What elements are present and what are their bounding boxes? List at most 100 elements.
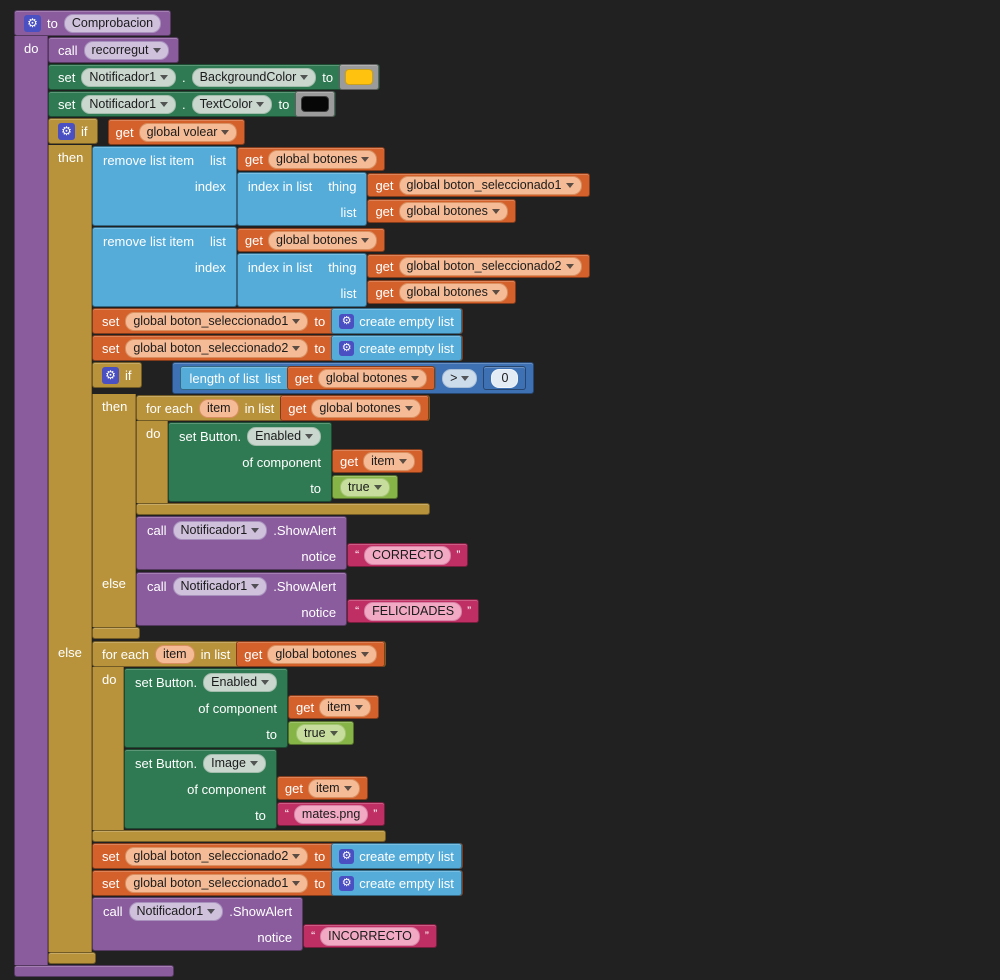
get-item-block[interactable]: get item: [288, 695, 379, 719]
remove-list-item-1-block[interactable]: remove list item list index get global bot…: [92, 146, 590, 226]
for-each-block-else[interactable]: for each item in list get global botones …: [92, 641, 386, 842]
comparison-block[interactable]: length of list list get global botones > …: [171, 362, 535, 394]
text-string-block[interactable]: “ FELICIDADES ”: [347, 599, 480, 623]
call-showalert-felicidades-block[interactable]: call Notificador1 .ShowAlert notice “FELIC…: [136, 572, 480, 626]
set-button-enabled-block[interactable]: set Button. Enabled of component to get it…: [168, 422, 423, 502]
color-swatch-black[interactable]: [301, 96, 330, 112]
mutator-gear-icon[interactable]: ⚙: [339, 313, 355, 329]
variable-dropdown[interactable]: global volear: [138, 122, 238, 142]
variable-dropdown[interactable]: global boton_seleccionado2: [125, 846, 309, 866]
create-empty-list-block[interactable]: ⚙ create empty list: [331, 335, 462, 361]
variable-dropdown[interactable]: item: [363, 451, 415, 471]
variable-dropdown[interactable]: global boton_seleccionado1: [125, 311, 309, 331]
variable-dropdown[interactable]: global boton_seleccionado1: [125, 873, 309, 893]
text-string-block[interactable]: “ INCORRECTO ”: [303, 924, 437, 948]
set-button-image-block[interactable]: set Button. Image of component to get item…: [124, 749, 386, 829]
component-dropdown[interactable]: Notificador1: [172, 576, 268, 596]
length-of-list-block[interactable]: length of list list get global botones: [179, 366, 437, 390]
mutator-gear-icon[interactable]: ⚙: [24, 14, 41, 32]
property-dropdown[interactable]: Enabled: [247, 426, 322, 446]
get-global-volear-block[interactable]: get global volear: [107, 119, 246, 145]
logic-dropdown[interactable]: true: [340, 477, 390, 497]
component-dropdown[interactable]: Notificador1: [172, 520, 268, 540]
property-dropdown[interactable]: BackgroundColor: [191, 67, 317, 87]
remove-list-item-2-block[interactable]: remove list item list index get global bot…: [92, 227, 590, 307]
number-block[interactable]: 0: [483, 366, 527, 390]
get-global-botones-block[interactable]: get global botones: [236, 147, 386, 171]
color-block-black[interactable]: [295, 91, 336, 117]
set-global-boton-seleccionado2-block[interactable]: set global boton_seleccionado2 to ⚙ creat…: [92, 335, 463, 361]
variable-dropdown[interactable]: global botones: [268, 230, 378, 250]
loop-variable-field[interactable]: item: [154, 644, 195, 664]
logic-true-block[interactable]: true: [332, 475, 398, 499]
index-in-list-block[interactable]: index in list thing list get global boton_…: [236, 172, 590, 226]
if-header-inner[interactable]: ⚙ if: [92, 362, 142, 388]
get-global-botones-block[interactable]: get global botones: [286, 366, 436, 390]
variable-dropdown[interactable]: item: [319, 697, 371, 717]
component-dropdown[interactable]: Notificador1: [81, 67, 177, 87]
variable-dropdown[interactable]: global botones: [317, 368, 428, 388]
property-dropdown[interactable]: Enabled: [203, 672, 278, 692]
mutator-gear-icon[interactable]: ⚙: [339, 848, 355, 864]
for-each-header[interactable]: for each item in list get global botones: [136, 395, 430, 421]
property-dropdown[interactable]: TextColor: [191, 94, 273, 114]
text-string-block[interactable]: “ CORRECTO ”: [347, 543, 469, 567]
get-global-botones-block[interactable]: get global botones: [236, 228, 386, 252]
set-textcolor-block[interactable]: set Notificador1 . TextColor to: [48, 91, 337, 117]
operator-dropdown[interactable]: >: [442, 368, 478, 388]
logic-true-block[interactable]: true: [288, 721, 354, 745]
call-showalert-incorrecto-block[interactable]: call Notificador1 .ShowAlert notice “INCOR…: [92, 897, 437, 951]
call-recorregut-block[interactable]: call recorregut: [48, 37, 179, 63]
variable-dropdown[interactable]: item: [307, 778, 360, 798]
component-dropdown[interactable]: Notificador1: [81, 94, 177, 114]
if-block-inner[interactable]: ⚙ if length of list list get global boton…: [92, 362, 535, 639]
procedure-header[interactable]: ⚙ to Comprobacion: [14, 10, 172, 36]
set-global-boton-seleccionado2-block[interactable]: set global boton_seleccionado2 to ⚙ creat…: [92, 843, 463, 869]
procedure-name-field[interactable]: Comprobacion: [63, 13, 162, 33]
if-block-outer[interactable]: ⚙ if get global volear then: [48, 118, 590, 964]
get-item-block[interactable]: get item: [276, 776, 368, 800]
get-global-boton-seleccionado1-block[interactable]: get global boton_seleccionado1: [367, 173, 590, 197]
variable-dropdown[interactable]: global botones: [267, 644, 377, 664]
set-global-boton-seleccionado1-block[interactable]: set global boton_seleccionado1 to ⚙ creat…: [92, 308, 463, 334]
variable-dropdown[interactable]: global botones: [398, 201, 508, 221]
get-global-botones-block[interactable]: get global botones: [367, 199, 516, 223]
mutator-gear-icon[interactable]: ⚙: [339, 340, 355, 356]
set-button-enabled-block[interactable]: set Button. Enabled of component to get it…: [124, 668, 379, 748]
variable-dropdown[interactable]: global boton_seleccionado1: [398, 175, 582, 195]
if-header-outer[interactable]: ⚙ if: [48, 118, 98, 144]
for-each-block-then[interactable]: for each item in list get global botones …: [136, 395, 430, 515]
color-swatch-yellow[interactable]: [345, 69, 374, 85]
mutator-gear-icon[interactable]: ⚙: [102, 366, 119, 384]
text-field[interactable]: CORRECTO: [364, 545, 452, 565]
index-in-list-block[interactable]: index in list thing list get global boton_…: [236, 253, 590, 307]
text-field[interactable]: FELICIDADES: [364, 601, 463, 621]
get-global-botones-block[interactable]: get global botones: [236, 641, 385, 667]
text-field[interactable]: mates.png: [293, 804, 369, 824]
procedure-dropdown[interactable]: recorregut: [83, 40, 169, 60]
text-field[interactable]: INCORRECTO: [320, 926, 420, 946]
variable-dropdown[interactable]: global boton_seleccionado2: [398, 256, 582, 276]
property-dropdown[interactable]: Image: [203, 753, 266, 773]
get-global-botones-block[interactable]: get global botones: [367, 280, 516, 304]
set-global-boton-seleccionado1-block[interactable]: set global boton_seleccionado1 to ⚙ creat…: [92, 870, 463, 896]
procedure-block-comprobacion[interactable]: ⚙ to Comprobacion do call recorregut set…: [14, 10, 590, 977]
mutator-gear-icon[interactable]: ⚙: [339, 875, 355, 891]
text-string-block[interactable]: “ mates.png ”: [276, 802, 386, 826]
get-global-botones-block[interactable]: get global botones: [280, 395, 429, 421]
set-backgroundcolor-block[interactable]: set Notificador1 . BackgroundColor to: [48, 64, 381, 90]
variable-dropdown[interactable]: global boton_seleccionado2: [125, 338, 309, 358]
variable-dropdown[interactable]: global botones: [311, 398, 421, 418]
variable-dropdown[interactable]: global botones: [268, 149, 378, 169]
mutator-gear-icon[interactable]: ⚙: [58, 122, 75, 140]
create-empty-list-block[interactable]: ⚙ create empty list: [331, 870, 462, 896]
color-block-yellow[interactable]: [339, 64, 380, 90]
component-dropdown[interactable]: Notificador1: [128, 901, 224, 921]
create-empty-list-block[interactable]: ⚙ create empty list: [331, 308, 462, 334]
variable-dropdown[interactable]: global botones: [398, 282, 508, 302]
for-each-header[interactable]: for each item in list get global botones: [92, 641, 386, 667]
create-empty-list-block[interactable]: ⚙ create empty list: [331, 843, 462, 869]
loop-variable-field[interactable]: item: [198, 398, 239, 418]
get-item-block[interactable]: get item: [332, 449, 423, 473]
